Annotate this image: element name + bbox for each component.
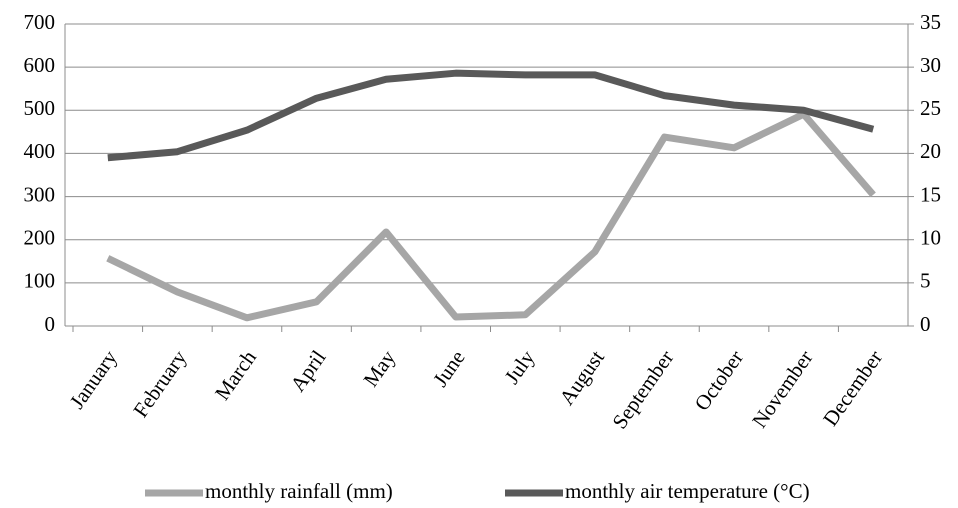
series-line xyxy=(107,69,875,162)
y-tick-label: 200 xyxy=(24,226,56,250)
x-tick-label: July xyxy=(500,345,540,388)
y2-tick-label: 30 xyxy=(920,53,941,77)
y2-tick-label: 0 xyxy=(920,312,931,336)
x-tick-label: April xyxy=(285,346,330,396)
y-tick-label: 700 xyxy=(24,10,56,34)
x-tick-label: December xyxy=(818,346,887,430)
legend-label: monthly air temperature (°C) xyxy=(565,479,810,503)
y-tick-label: 0 xyxy=(45,312,56,336)
y-tick-label: 600 xyxy=(24,53,56,77)
x-tick-label: September xyxy=(607,346,678,433)
y-tick-label: 100 xyxy=(24,269,56,293)
y2-tick-label: 25 xyxy=(920,96,941,120)
y-tick-label: 400 xyxy=(24,139,56,163)
y-tick-label: 500 xyxy=(24,96,56,120)
x-tick-label: January xyxy=(65,345,122,413)
y2-tick-label: 15 xyxy=(920,182,941,206)
legend-label: monthly rainfall (mm) xyxy=(205,479,393,503)
series-line xyxy=(106,110,876,322)
y-tick-label: 300 xyxy=(24,182,56,206)
x-tick-label: November xyxy=(747,346,818,432)
y2-tick-label: 20 xyxy=(920,139,941,163)
y2-tick-label: 10 xyxy=(920,226,941,250)
x-tick-label: March xyxy=(210,345,261,404)
x-tick-label: June xyxy=(428,346,470,391)
x-tick-label: October xyxy=(690,346,748,415)
x-tick-label: May xyxy=(358,345,400,391)
x-tick-label: February xyxy=(128,345,191,421)
x-tick-label: August xyxy=(554,346,609,410)
y2-tick-label: 35 xyxy=(920,10,941,34)
y2-tick-label: 5 xyxy=(920,269,931,293)
